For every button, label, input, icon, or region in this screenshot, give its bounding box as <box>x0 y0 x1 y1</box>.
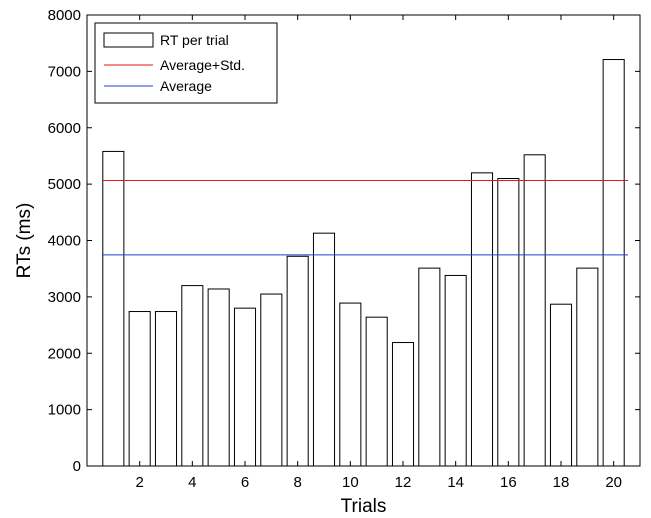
bar-trial-20 <box>602 59 625 467</box>
bar-trial-14 <box>444 274 467 467</box>
bar-trial-12 <box>391 342 415 467</box>
legend-label-rt-per-trial: RT per trial <box>160 32 229 48</box>
y-tick-label: 1000 <box>48 402 81 419</box>
y-tick-label: 3000 <box>48 289 81 306</box>
bar-trial-3 <box>154 311 178 467</box>
x-tick-label: 16 <box>500 474 517 491</box>
y-tick-label: 0 <box>73 458 81 475</box>
bar-trial-1 <box>102 150 125 467</box>
legend-label-average-plus-std: Average+Std. <box>160 57 245 73</box>
x-tick-label: 18 <box>553 474 570 491</box>
bar-trial-10 <box>339 302 362 467</box>
x-axis-title: Trials <box>341 496 387 517</box>
y-tick-label: 2000 <box>48 345 81 362</box>
bar-trial-11 <box>365 316 388 467</box>
y-tick-label: 6000 <box>48 120 81 137</box>
legend-label-average: Average <box>160 78 212 94</box>
x-tick-label: 8 <box>293 474 301 491</box>
bars-group <box>102 59 625 467</box>
x-tick-label: 20 <box>605 474 622 491</box>
y-tick-label: 4000 <box>48 233 81 250</box>
bar-trial-6 <box>233 307 257 467</box>
y-tick-label: 5000 <box>48 176 81 193</box>
x-tick-label: 10 <box>342 474 359 491</box>
y-axis-title: RTs (ms) <box>14 203 35 279</box>
y-axis: 0 1000 2000 3000 4000 5000 6000 7000 8000 <box>48 7 640 475</box>
bar-trial-8 <box>286 255 309 467</box>
bar-trial-7 <box>260 293 283 467</box>
x-tick-label: 2 <box>135 474 143 491</box>
x-tick-label: 12 <box>395 474 412 491</box>
bar-trial-17 <box>523 154 546 467</box>
bar-trial-4 <box>181 285 204 467</box>
x-axis: 2 4 6 8 10 12 14 16 18 20 <box>135 15 622 491</box>
bar-trial-18 <box>549 303 573 467</box>
bar-trial-9 <box>312 232 336 467</box>
bar-trial-5 <box>207 288 230 467</box>
x-tick-label: 6 <box>241 474 249 491</box>
bar-trial-15 <box>470 172 494 467</box>
bar-trial-2 <box>128 311 151 467</box>
x-tick-label: 14 <box>447 474 464 491</box>
bar-trial-16 <box>497 177 520 467</box>
y-tick-label: 8000 <box>48 7 81 24</box>
bar-trial-19 <box>576 267 599 467</box>
legend-swatch-rt-per-trial <box>103 32 154 48</box>
bar-trial-13 <box>418 267 441 467</box>
y-tick-label: 7000 <box>48 63 81 80</box>
legend: RT per trial Average+Std. Average <box>94 22 278 104</box>
x-tick-label: 4 <box>188 474 196 491</box>
